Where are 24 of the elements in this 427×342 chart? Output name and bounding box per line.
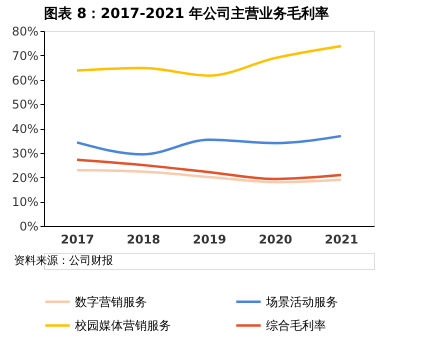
line-series bbox=[76, 134, 342, 156]
legend-label: 综合毛利率 bbox=[266, 318, 326, 332]
line-series bbox=[76, 44, 342, 77]
x-tick-label: 2020 bbox=[258, 232, 292, 246]
x-tick-label: 2018 bbox=[126, 232, 160, 246]
chart-title: 图表 8：2017-2021 年公司主营业务毛利率 bbox=[44, 5, 330, 22]
line-series bbox=[76, 158, 342, 180]
legend-label: 场景活动服务 bbox=[265, 294, 338, 309]
y-tick-label: 80% bbox=[12, 24, 38, 38]
y-tick-label: 20% bbox=[12, 170, 38, 185]
y-tick-label: 40% bbox=[12, 122, 38, 136]
legend-label: 数字营销服务 bbox=[75, 294, 147, 309]
y-tick-label: 0% bbox=[19, 220, 38, 234]
x-tick-label: 2021 bbox=[324, 232, 358, 246]
x-tick-label: 2019 bbox=[192, 232, 226, 246]
text: 资料来源：公司财报 bbox=[14, 254, 113, 267]
legend-label: 校园媒体营销服务 bbox=[74, 318, 171, 332]
y-tick-label: 60% bbox=[12, 73, 38, 88]
line-series bbox=[76, 168, 342, 184]
y-tick-label: 30% bbox=[12, 146, 38, 160]
y-tick-label: 50% bbox=[12, 98, 38, 112]
y-tick-label: 70% bbox=[12, 48, 38, 63]
y-tick-label: 10% bbox=[12, 195, 38, 210]
x-tick-label: 2017 bbox=[60, 232, 94, 246]
